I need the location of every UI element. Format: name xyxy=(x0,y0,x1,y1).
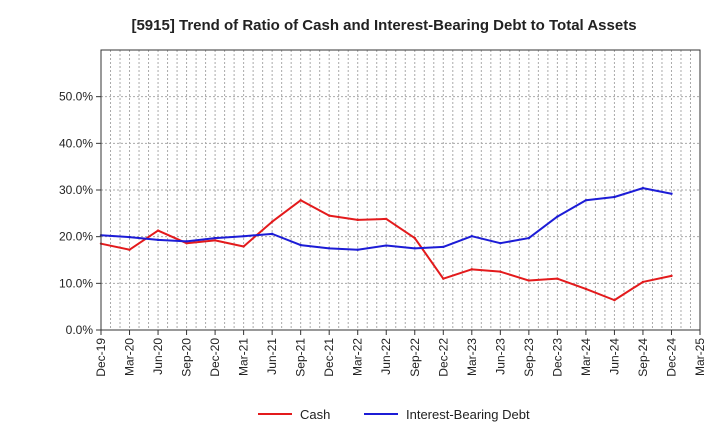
data-point-1-11 xyxy=(413,247,416,250)
x-tick-label-14: Jun-23 xyxy=(493,338,507,375)
legend-label-1: Interest-Bearing Debt xyxy=(406,407,530,422)
plot-border xyxy=(100,49,701,331)
data-point-0-8 xyxy=(327,214,331,217)
data-point-0-1 xyxy=(128,248,131,251)
x-tick-label-12: Dec-22 xyxy=(436,338,450,377)
x-tick-label-21: Mar-25 xyxy=(693,338,707,376)
data-point-1-16 xyxy=(556,215,559,218)
x-tick-label-1: Mar-20 xyxy=(123,338,137,376)
x-tick-label-6: Jun-21 xyxy=(265,338,279,375)
chart-title: [5915] Trend of Ratio of Cash and Intere… xyxy=(131,17,636,34)
data-point-1-5 xyxy=(242,235,245,238)
data-point-0-11 xyxy=(413,236,416,240)
data-point-0-3 xyxy=(185,242,188,245)
data-point-0-19 xyxy=(641,280,645,284)
x-tick-label-17: Mar-24 xyxy=(579,338,593,376)
data-point-1-9 xyxy=(356,248,359,251)
x-axis: Dec-19 Mar-20 Jun-20 Sep-20 Dec-20 Mar-21 Jun-… xyxy=(94,330,707,377)
data-point-0-12 xyxy=(442,277,445,280)
data-point-1-1 xyxy=(128,235,131,239)
grid-lines xyxy=(101,50,700,330)
data-point-1-10 xyxy=(385,244,388,247)
x-tick-label-20: Dec-24 xyxy=(664,338,678,377)
data-point-0-18 xyxy=(613,298,616,302)
x-tick-label-13: Mar-23 xyxy=(465,338,479,376)
y-tick-label-3: 30.0% xyxy=(59,183,93,197)
data-point-1-7 xyxy=(299,243,302,247)
x-tick-label-18: Jun-24 xyxy=(607,338,621,375)
legend: Cash Interest-Bearing Debt xyxy=(258,407,530,422)
data-point-0-10 xyxy=(385,217,388,221)
data-point-0-14 xyxy=(499,270,502,273)
y-tick-label-0: 0.0% xyxy=(66,323,94,337)
y-axis: 0.0% 10.0% 20.0% 30.0% 40.0% 50.0% xyxy=(59,90,101,337)
data-point-0-20 xyxy=(670,274,673,278)
data-point-1-15 xyxy=(527,236,531,240)
y-tick-label-1: 10.0% xyxy=(59,276,93,290)
data-point-1-18 xyxy=(613,195,616,199)
x-tick-label-11: Sep-22 xyxy=(408,338,422,377)
plot-area xyxy=(101,50,700,330)
x-tick-label-8: Dec-21 xyxy=(322,338,336,377)
x-tick-label-9: Mar-22 xyxy=(351,338,365,376)
x-tick-label-15: Sep-23 xyxy=(522,338,536,377)
data-point-1-14 xyxy=(499,242,502,245)
data-point-0-9 xyxy=(356,218,359,222)
data-point-1-12 xyxy=(442,245,445,249)
data-point-0-15 xyxy=(527,279,531,282)
x-tick-label-3: Sep-20 xyxy=(180,338,194,377)
data-point-0-17 xyxy=(584,287,588,291)
x-tick-label-5: Mar-21 xyxy=(237,338,251,376)
y-tick-label-4: 40.0% xyxy=(59,136,93,150)
data-point-0-16 xyxy=(556,277,559,280)
data-point-1-13 xyxy=(470,235,474,238)
data-point-0-7 xyxy=(299,199,302,202)
data-point-1-6 xyxy=(270,232,274,236)
x-tick-label-2: Jun-20 xyxy=(151,338,165,375)
x-tick-label-4: Dec-20 xyxy=(208,338,222,377)
y-tick-label-5: 50.0% xyxy=(59,90,93,104)
data-point-0-2 xyxy=(156,229,160,232)
data-point-1-4 xyxy=(213,236,217,240)
data-point-0-5 xyxy=(242,245,245,248)
data-point-0-4 xyxy=(213,239,217,242)
x-tick-label-16: Dec-23 xyxy=(550,338,564,377)
x-tick-label-7: Sep-21 xyxy=(294,338,308,377)
data-point-0-6 xyxy=(270,220,274,223)
data-point-1-8 xyxy=(327,247,331,250)
x-tick-label-0: Dec-19 xyxy=(94,338,108,377)
series-lines xyxy=(99,186,673,302)
x-tick-label-10: Jun-22 xyxy=(379,338,393,375)
data-point-1-17 xyxy=(584,199,588,202)
data-point-1-19 xyxy=(641,186,645,190)
y-tick-label-2: 20.0% xyxy=(59,230,93,244)
data-point-1-20 xyxy=(670,192,673,195)
data-point-1-2 xyxy=(156,238,160,242)
legend-label-0: Cash xyxy=(300,407,330,422)
x-tick-label-19: Sep-24 xyxy=(636,338,650,377)
data-point-1-3 xyxy=(185,240,188,243)
data-point-0-13 xyxy=(470,268,474,271)
